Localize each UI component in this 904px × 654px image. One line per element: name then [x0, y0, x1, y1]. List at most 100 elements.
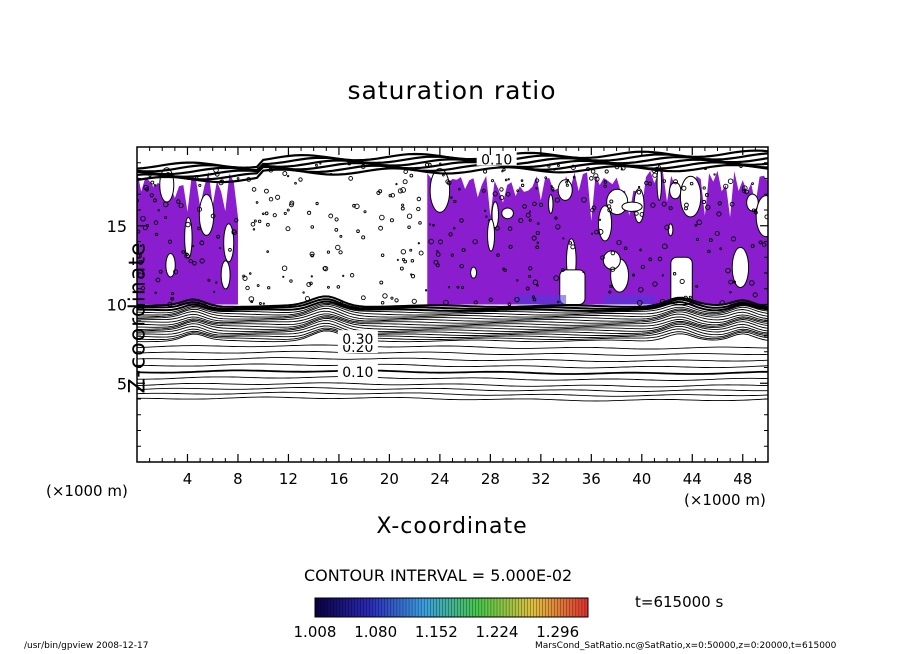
contour-speckle [192, 261, 197, 266]
contour-speckle [568, 241, 573, 245]
contour-speckle [532, 297, 537, 302]
contour-speckle [610, 250, 616, 256]
contour-line [137, 325, 768, 336]
contour-speckle [275, 194, 281, 200]
contour-line [137, 369, 768, 375]
contour-speckle [636, 189, 642, 195]
contour-speckle [499, 195, 505, 201]
contour-speckle [520, 179, 524, 182]
contour-speckle [433, 259, 439, 265]
contour-speckle [609, 199, 614, 204]
contour-label-0: 0.10 [342, 365, 373, 381]
contour-speckle [252, 228, 256, 231]
contour-speckle [532, 279, 539, 285]
y-tick-label: 5 [117, 374, 127, 393]
contour-line [137, 318, 768, 330]
contour-speckle [401, 203, 405, 207]
contour-speckle [525, 286, 530, 291]
contour-speckle [141, 272, 144, 276]
contour-speckle [461, 248, 466, 253]
contour-speckle [315, 201, 319, 206]
clear-bump-1 [670, 256, 693, 305]
contour-speckle [608, 290, 612, 294]
contour-speckle [696, 219, 703, 226]
top-contour-line [137, 163, 768, 184]
contour-speckle [137, 253, 141, 259]
contour-speckle [750, 244, 755, 248]
contour-speckle [664, 224, 670, 231]
contour-speckle [250, 221, 256, 227]
contour-speckle [607, 207, 613, 213]
contour-speckle [428, 238, 434, 245]
contour-speckle [167, 239, 173, 244]
contour-speckle [744, 189, 749, 195]
contour-speckle [483, 169, 488, 174]
contour-speckle [532, 201, 537, 207]
contour-speckle [581, 197, 587, 203]
contour-speckle [701, 199, 707, 204]
contour-speckle [334, 217, 339, 222]
contour-line [137, 305, 768, 318]
contour-speckle [488, 297, 493, 302]
top-contour-line [137, 161, 768, 181]
contour-speckle [342, 274, 345, 277]
contour-speckle [589, 176, 594, 181]
contour-speckle [155, 277, 161, 283]
contour-speckle [153, 184, 157, 187]
contour-speckle [228, 247, 232, 252]
supersaturated-region-1 [427, 170, 768, 305]
contour-speckle [157, 209, 160, 212]
contour-speckle [432, 223, 435, 227]
contour-speckle [644, 180, 649, 186]
contour-speckle [457, 187, 461, 191]
contour-speckle [171, 292, 175, 296]
contour-speckle [283, 211, 287, 215]
contour-speckle [554, 197, 560, 203]
contour-speckle [360, 295, 366, 301]
contour-speckle [152, 198, 157, 203]
colorbar-tick-label: 1.296 [536, 623, 579, 641]
contour-speckle [716, 211, 722, 217]
contour-speckle [416, 206, 421, 212]
x-unit-label-left: (×1000 m) [46, 482, 128, 500]
intense-region-1 [603, 295, 655, 305]
clear-patch [548, 194, 554, 214]
contour-speckle [264, 211, 269, 216]
contour-line [137, 300, 768, 313]
contour-speckle [501, 170, 504, 173]
contour-line [137, 344, 768, 350]
contour-speckle [199, 258, 205, 264]
contour-speckle [590, 169, 596, 174]
top-contour-line [137, 158, 768, 178]
contour-speckle [309, 281, 313, 286]
contour-speckle [560, 268, 565, 272]
contour-speckle [322, 266, 327, 271]
contour-speckle [450, 196, 453, 199]
clear-patch [557, 179, 573, 201]
contour-speckle [400, 206, 405, 211]
contour-speckle [570, 244, 576, 250]
contour-speckle [197, 226, 201, 231]
contour-speckle [634, 211, 639, 216]
contour-speckle [728, 279, 734, 285]
contour-speckle [507, 178, 510, 181]
contour-speckle [495, 225, 500, 231]
contour-speckle [266, 222, 270, 227]
contour-speckle [562, 237, 565, 240]
contour-speckle [603, 184, 608, 188]
contour-speckle [173, 269, 179, 275]
contour-speckle [361, 235, 366, 240]
contour-line [137, 363, 768, 369]
contour-speckle [285, 226, 291, 232]
contour-speckle [403, 169, 408, 174]
contour-speckle [764, 214, 768, 220]
contour-speckle [459, 218, 464, 223]
contour-speckle [268, 197, 274, 202]
footer-left: /usr/bin/gpview 2008-12-17 [24, 641, 149, 651]
contour-speckle [555, 224, 561, 230]
contour-speckle [399, 266, 404, 271]
contour-speckle [636, 300, 643, 306]
contour-speckle [418, 250, 424, 256]
contour-speckle [245, 285, 250, 291]
contour-line [137, 329, 768, 341]
